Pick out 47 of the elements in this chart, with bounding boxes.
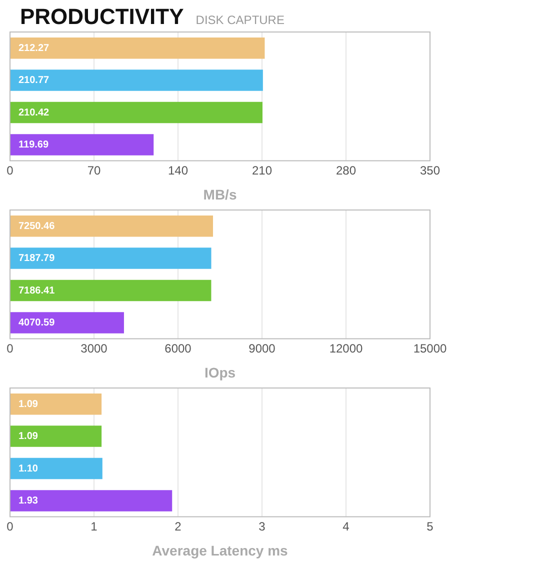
x-tick-label: 9000 xyxy=(248,341,276,356)
x-axis-title: Average Latency ms xyxy=(152,542,288,558)
data-label: 210.77 xyxy=(18,75,50,86)
bar xyxy=(10,215,214,237)
x-tick-label: 6000 xyxy=(164,341,192,356)
x-tick-label: 2 xyxy=(174,519,182,534)
data-label: 119.69 xyxy=(18,139,49,150)
x-axis-title: IOps xyxy=(204,364,236,380)
data-label: 7186.41 xyxy=(18,285,56,296)
bar xyxy=(10,426,102,447)
data-label: 1.10 xyxy=(18,463,38,474)
data-label: 1.09 xyxy=(18,398,38,410)
x-tick-label: 5 xyxy=(426,519,434,534)
x-tick-label: 3 xyxy=(258,519,266,534)
x-tick-label: 0 xyxy=(6,163,14,178)
x-tick-label: 1 xyxy=(90,519,98,534)
chart-subtitle: DISK CAPTURE xyxy=(196,13,284,29)
x-tick-label: 3000 xyxy=(80,341,108,356)
x-tick-label: 70 xyxy=(87,163,101,178)
data-label: 212.27 xyxy=(18,42,50,54)
bar xyxy=(10,70,263,91)
x-tick-label: 12000 xyxy=(329,341,364,356)
x-tick-label: 140 xyxy=(168,163,188,178)
bar xyxy=(10,458,102,480)
bar xyxy=(10,490,172,512)
bar xyxy=(10,248,212,269)
bar xyxy=(10,134,154,156)
bar xyxy=(10,102,263,124)
data-label: 4070.59 xyxy=(18,317,56,328)
x-tick-label: 280 xyxy=(336,163,356,178)
x-tick-label: 4 xyxy=(342,519,350,534)
data-label: 7187.79 xyxy=(18,253,56,264)
x-tick-label: 15000 xyxy=(413,341,448,356)
x-axis-title: MB/s xyxy=(203,186,237,202)
x-tick-label: 350 xyxy=(420,163,440,178)
x-tick-label: 0 xyxy=(6,519,14,534)
data-label: 210.42 xyxy=(18,107,50,118)
x-tick-label: 210 xyxy=(252,163,272,178)
data-label: 7250.46 xyxy=(18,220,56,232)
bar xyxy=(10,37,265,59)
bar xyxy=(10,312,124,334)
data-label: 1.93 xyxy=(18,495,38,506)
bar xyxy=(10,393,102,415)
x-tick-label: 0 xyxy=(6,341,14,356)
data-label: 1.09 xyxy=(18,431,38,442)
chart-title: PRODUCTIVITY xyxy=(20,4,184,30)
bar xyxy=(10,280,212,302)
